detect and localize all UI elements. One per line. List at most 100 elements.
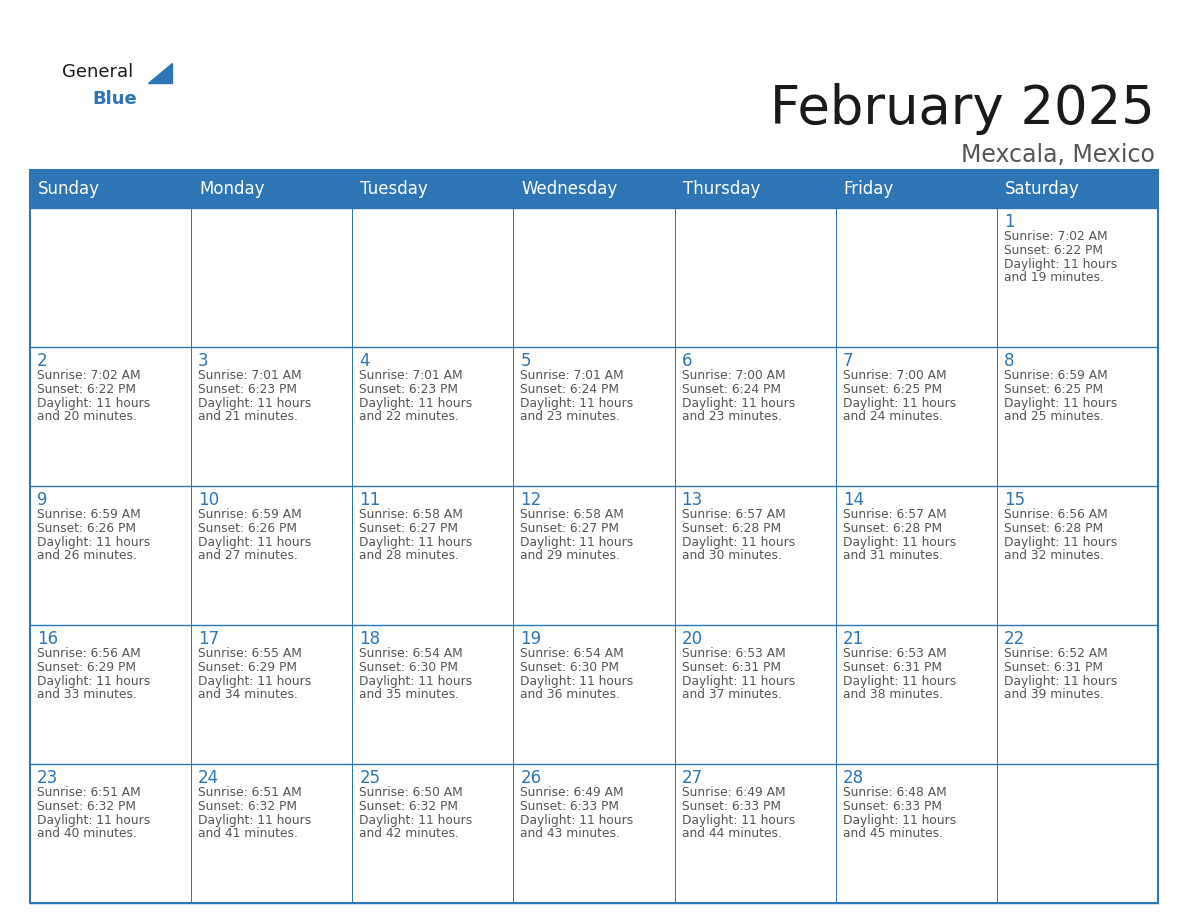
Text: Sunset: 6:29 PM: Sunset: 6:29 PM [198,661,297,674]
Text: Sunrise: 6:59 AM: Sunrise: 6:59 AM [37,508,140,521]
Bar [191,764,353,903]
Text: and 43 minutes.: and 43 minutes. [520,827,620,840]
Bar [675,764,835,903]
Text: 26: 26 [520,769,542,787]
Text: 11: 11 [359,491,380,509]
Text: Sunrise: 6:55 AM: Sunrise: 6:55 AM [198,647,302,660]
Text: Sunset: 6:28 PM: Sunset: 6:28 PM [682,522,781,535]
Text: 4: 4 [359,352,369,370]
Text: 19: 19 [520,630,542,648]
Text: 27: 27 [682,769,702,787]
Bar [30,208,191,347]
Text: and 20 minutes.: and 20 minutes. [37,410,137,423]
Text: 20: 20 [682,630,702,648]
Bar [353,625,513,764]
Text: Sunset: 6:30 PM: Sunset: 6:30 PM [359,661,459,674]
Text: and 29 minutes.: and 29 minutes. [520,549,620,562]
Text: 2: 2 [37,352,48,370]
Text: 13: 13 [682,491,703,509]
Text: 16: 16 [37,630,58,648]
Text: Sunset: 6:26 PM: Sunset: 6:26 PM [37,522,135,535]
Bar [997,347,1158,486]
Text: General: General [62,63,133,81]
Text: Sunset: 6:22 PM: Sunset: 6:22 PM [1004,244,1102,257]
Text: February 2025: February 2025 [770,83,1155,135]
Text: and 36 minutes.: and 36 minutes. [520,688,620,701]
Text: Daylight: 11 hours: Daylight: 11 hours [359,536,473,549]
Text: Daylight: 11 hours: Daylight: 11 hours [682,397,795,410]
Text: 23: 23 [37,769,58,787]
Text: and 40 minutes.: and 40 minutes. [37,827,137,840]
Bar [353,208,513,347]
Text: and 27 minutes.: and 27 minutes. [198,549,298,562]
Text: Sunrise: 7:02 AM: Sunrise: 7:02 AM [1004,230,1107,243]
Text: Thursday: Thursday [683,180,760,198]
Bar [513,625,675,764]
Text: 15: 15 [1004,491,1025,509]
Text: Daylight: 11 hours: Daylight: 11 hours [520,397,633,410]
Bar [675,625,835,764]
Bar [997,486,1158,625]
Text: Sunset: 6:32 PM: Sunset: 6:32 PM [37,800,135,813]
Bar [30,347,191,486]
Text: 24: 24 [198,769,220,787]
Text: and 25 minutes.: and 25 minutes. [1004,410,1104,423]
Text: Sunrise: 6:49 AM: Sunrise: 6:49 AM [682,786,785,799]
Text: Blue: Blue [91,90,137,108]
Text: and 32 minutes.: and 32 minutes. [1004,549,1104,562]
Text: Daylight: 11 hours: Daylight: 11 hours [1004,536,1117,549]
Text: Daylight: 11 hours: Daylight: 11 hours [1004,675,1117,688]
Text: Sunset: 6:23 PM: Sunset: 6:23 PM [198,383,297,396]
Bar [835,208,997,347]
Text: and 44 minutes.: and 44 minutes. [682,827,782,840]
Text: Sunrise: 6:59 AM: Sunrise: 6:59 AM [1004,369,1107,382]
Text: Daylight: 11 hours: Daylight: 11 hours [198,814,311,827]
Text: Daylight: 11 hours: Daylight: 11 hours [1004,397,1117,410]
Bar [513,208,675,347]
Text: and 23 minutes.: and 23 minutes. [682,410,782,423]
Text: 5: 5 [520,352,531,370]
Text: and 28 minutes.: and 28 minutes. [359,549,460,562]
Text: and 45 minutes.: and 45 minutes. [842,827,943,840]
Text: Sunset: 6:25 PM: Sunset: 6:25 PM [1004,383,1102,396]
Text: 3: 3 [198,352,209,370]
Text: Sunset: 6:29 PM: Sunset: 6:29 PM [37,661,135,674]
Text: Daylight: 11 hours: Daylight: 11 hours [359,397,473,410]
Text: Daylight: 11 hours: Daylight: 11 hours [682,675,795,688]
Text: Saturday: Saturday [1005,180,1080,198]
Text: Daylight: 11 hours: Daylight: 11 hours [37,814,150,827]
Text: and 22 minutes.: and 22 minutes. [359,410,459,423]
Text: Sunrise: 6:50 AM: Sunrise: 6:50 AM [359,786,463,799]
Text: Sunday: Sunday [38,180,100,198]
Text: Sunset: 6:31 PM: Sunset: 6:31 PM [682,661,781,674]
Bar [997,208,1158,347]
Text: Sunrise: 6:51 AM: Sunrise: 6:51 AM [37,786,140,799]
Text: 22: 22 [1004,630,1025,648]
Text: Daylight: 11 hours: Daylight: 11 hours [198,397,311,410]
Bar [191,208,353,347]
Text: 21: 21 [842,630,864,648]
Text: Daylight: 11 hours: Daylight: 11 hours [37,536,150,549]
Text: Sunrise: 6:52 AM: Sunrise: 6:52 AM [1004,647,1107,660]
Text: Sunrise: 7:00 AM: Sunrise: 7:00 AM [682,369,785,382]
Text: 14: 14 [842,491,864,509]
Text: Sunset: 6:32 PM: Sunset: 6:32 PM [198,800,297,813]
Text: and 19 minutes.: and 19 minutes. [1004,271,1104,284]
Text: Daylight: 11 hours: Daylight: 11 hours [520,536,633,549]
Text: 8: 8 [1004,352,1015,370]
Text: 12: 12 [520,491,542,509]
Text: Sunrise: 7:01 AM: Sunrise: 7:01 AM [359,369,463,382]
Text: Sunset: 6:28 PM: Sunset: 6:28 PM [842,522,942,535]
Text: Sunset: 6:24 PM: Sunset: 6:24 PM [682,383,781,396]
Text: Daylight: 11 hours: Daylight: 11 hours [682,814,795,827]
Text: 9: 9 [37,491,48,509]
Text: Mexcala, Mexico: Mexcala, Mexico [961,143,1155,167]
Bar [353,486,513,625]
Text: 18: 18 [359,630,380,648]
Text: and 33 minutes.: and 33 minutes. [37,688,137,701]
Text: Sunset: 6:32 PM: Sunset: 6:32 PM [359,800,459,813]
Text: and 38 minutes.: and 38 minutes. [842,688,943,701]
Text: Daylight: 11 hours: Daylight: 11 hours [842,675,956,688]
Bar [353,347,513,486]
Text: Sunset: 6:31 PM: Sunset: 6:31 PM [842,661,942,674]
